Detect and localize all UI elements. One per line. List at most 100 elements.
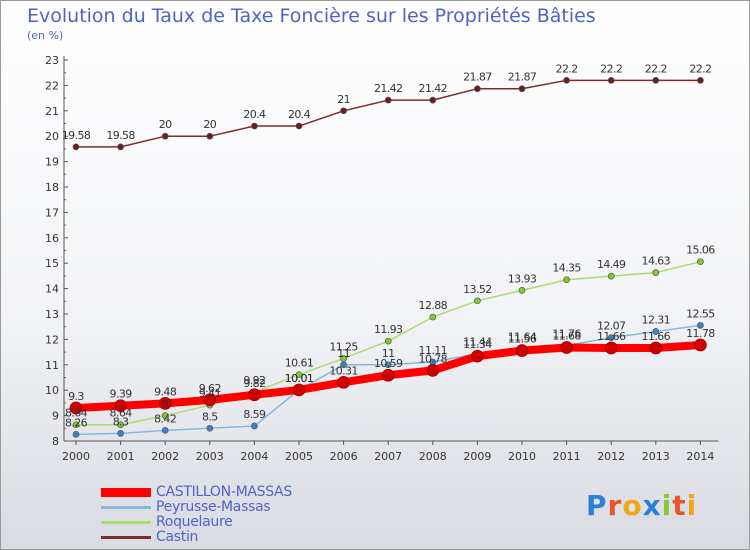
data-label: 9.3 [68,390,84,403]
data-point [251,122,258,130]
chart-unit-label: (en %) [27,29,64,42]
data-point [203,393,217,407]
data-label: 21.42 [419,82,448,95]
data-point [206,424,214,432]
data-point [340,107,347,115]
data-label: 21.87 [508,71,537,84]
data-point [72,143,80,151]
data-label: 8.59 [243,408,266,421]
data-point [248,388,261,402]
data-label: 11.44 [463,336,492,349]
data-point [652,269,660,276]
data-label: 19.58 [62,129,91,142]
data-label: 12.88 [419,299,448,312]
data-point [429,313,437,321]
data-label: 20 [159,118,172,131]
data-point [607,272,615,280]
y-tick-label: 22 [45,79,59,92]
data-point [292,383,306,397]
x-tick-label: 2003 [196,450,224,463]
y-tick-label: 20 [45,130,59,143]
logo-letter: i [661,489,673,522]
data-label: 11.34 [463,338,492,351]
y-tick-label: 21 [45,105,59,118]
data-label: 10.31 [329,364,358,377]
x-tick-label: 2011 [553,450,581,463]
logo-letter: P [586,489,608,522]
x-tick-label: 2008 [419,450,447,463]
data-label: 8.42 [154,412,176,425]
data-point [206,132,214,140]
data-label: 8.5 [202,410,218,423]
legend-swatch [101,506,151,509]
proxiti-logo: Proxiti [586,489,697,522]
y-tick-label: 9 [52,410,59,423]
data-point [515,344,529,357]
data-point [652,328,660,335]
y-tick-label: 17 [45,206,59,219]
data-point [604,341,618,355]
data-label: 11.66 [597,330,626,343]
data-point [384,361,392,369]
data-label: 13.93 [508,272,537,285]
x-tick-label: 2014 [686,450,714,463]
logo-letter: i [686,489,698,522]
data-point [563,76,570,84]
data-label: 14.35 [552,262,581,275]
data-point [158,397,172,410]
data-point [518,85,526,93]
data-point [114,399,127,413]
y-tick-label: 13 [45,308,59,321]
legend-label: Castin [156,529,199,545]
data-point [474,85,481,93]
data-label: 15.06 [686,244,715,257]
data-label: 22.2 [645,62,667,75]
data-label: 10.59 [374,357,403,370]
x-tick-label: 2002 [151,450,179,463]
data-label: 10.61 [285,357,314,370]
data-label: 14.49 [597,258,626,271]
data-label: 11.78 [686,327,715,340]
data-point [295,371,303,379]
data-label: 11 [382,347,395,360]
logo-letter: o [622,489,643,522]
data-point [652,76,660,84]
data-point [518,287,526,294]
y-tick-label: 16 [45,232,59,245]
data-label: 9.39 [110,388,133,401]
legend-swatch [101,521,151,524]
x-tick-label: 2013 [642,450,670,463]
data-label: 9.62 [199,382,221,395]
data-label: 9.48 [154,385,177,398]
data-label: 14.63 [642,255,671,268]
logo-letter: t [672,489,687,522]
data-label: 11.76 [552,327,581,340]
y-tick-label: 18 [45,181,59,194]
y-tick-label: 19 [45,156,59,169]
data-label: 13.52 [463,283,492,296]
data-point [563,276,570,284]
data-point [694,338,707,352]
y-tick-label: 23 [45,54,59,67]
y-tick-label: 14 [45,283,59,296]
x-tick-label: 2012 [597,450,625,463]
y-tick-label: 15 [45,257,59,270]
data-label: 22.2 [556,62,578,75]
data-label: 11.66 [642,330,671,343]
data-label: 11.64 [508,331,537,344]
data-label: 12.07 [597,320,626,333]
data-label: 10.01 [285,372,314,385]
data-label: 9.92 [243,374,265,387]
x-tick-label: 2001 [107,450,135,463]
x-tick-label: 2010 [508,450,536,463]
data-point [426,364,440,377]
data-point [72,431,80,438]
data-label: 11.11 [419,344,448,357]
data-point [560,341,573,354]
x-tick-label: 2006 [330,450,358,463]
data-point [161,412,169,419]
data-point [384,96,392,104]
x-tick-label: 2004 [240,450,268,463]
